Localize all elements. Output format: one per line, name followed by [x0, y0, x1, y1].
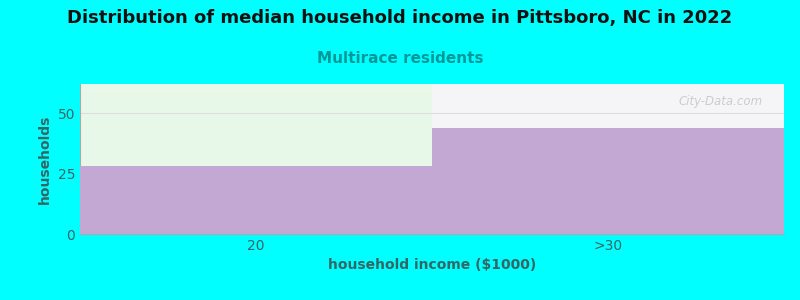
Bar [432, 99, 784, 101]
Text: Distribution of median household income in Pittsboro, NC in 2022: Distribution of median household income … [67, 9, 733, 27]
Bar [432, 112, 784, 115]
Bar [432, 110, 784, 112]
Bar [80, 146, 432, 150]
Bar [432, 84, 784, 128]
Bar [80, 84, 432, 166]
Bar [80, 162, 432, 166]
Bar [432, 103, 784, 106]
Bar [432, 106, 784, 108]
Bar [80, 84, 432, 88]
Bar [80, 100, 432, 105]
Bar [80, 125, 432, 129]
Bar [80, 142, 432, 146]
Bar [432, 128, 784, 234]
Y-axis label: households: households [38, 114, 52, 204]
Bar [80, 117, 432, 121]
Bar [432, 119, 784, 121]
Bar [432, 86, 784, 88]
Bar [432, 123, 784, 125]
Bar [432, 121, 784, 123]
Bar [80, 96, 432, 100]
Bar [80, 129, 432, 134]
Bar [432, 88, 784, 91]
Bar [80, 109, 432, 113]
Bar [432, 117, 784, 119]
Text: Multirace residents: Multirace residents [317, 51, 483, 66]
Bar [80, 92, 432, 96]
Bar [432, 101, 784, 103]
Bar [432, 115, 784, 117]
Bar [80, 88, 432, 92]
Bar [80, 134, 432, 137]
Bar [432, 95, 784, 97]
Bar [432, 91, 784, 93]
Bar [432, 97, 784, 99]
Bar [432, 84, 784, 86]
Bar [80, 105, 432, 109]
Bar [80, 113, 432, 117]
Bar [80, 150, 432, 154]
Bar [432, 125, 784, 128]
Bar [80, 137, 432, 142]
Text: City-Data.com: City-Data.com [678, 94, 763, 107]
Bar [432, 108, 784, 110]
Bar [432, 93, 784, 95]
X-axis label: household income ($1000): household income ($1000) [328, 258, 536, 272]
Bar [80, 166, 432, 234]
Bar [80, 121, 432, 125]
Bar [80, 154, 432, 158]
Bar [80, 158, 432, 162]
